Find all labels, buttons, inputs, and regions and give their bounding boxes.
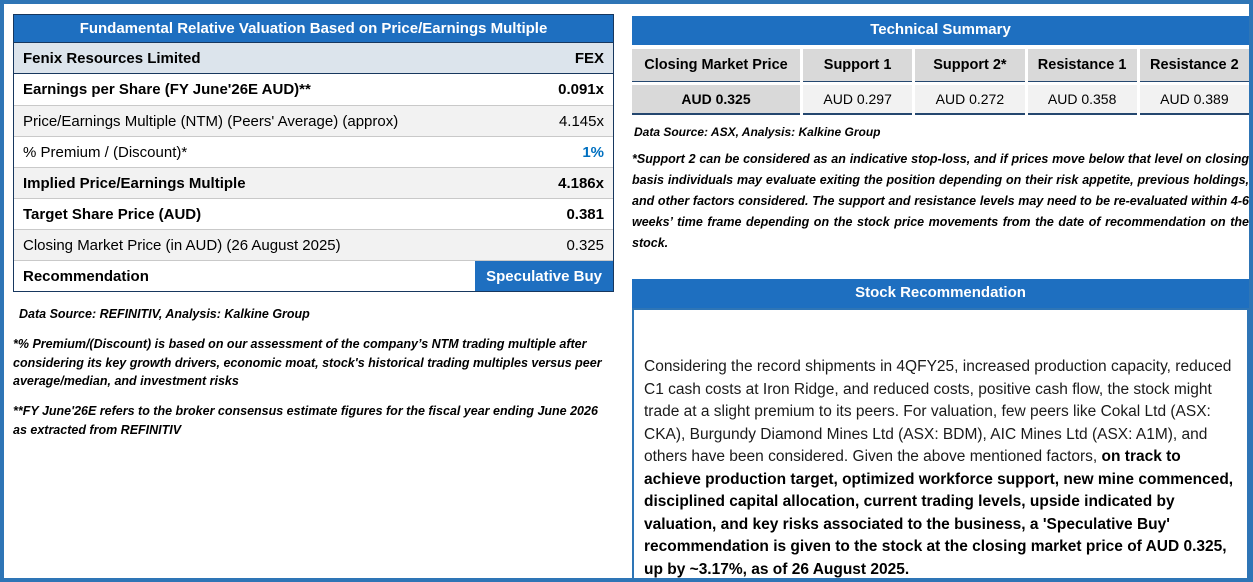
table-row-target-price: Target Share Price (AUD) 0.381 [14, 198, 613, 229]
tech-header-cell: Closing Market Price [632, 49, 800, 82]
recommendation-paragraph: Considering the record shipments in 4QFY… [644, 356, 1237, 578]
premium-discount-footnote: *% Premium/(Discount) is based on our as… [13, 336, 602, 389]
table-row-pe-multiple: Price/Earnings Multiple (NTM) (Peers' Av… [14, 105, 613, 136]
stock-recommendation-section: Stock Recommendation Considering the rec… [632, 279, 1249, 578]
data-source-note: Data Source: REFINITIV, Analysis: Kalkin… [19, 307, 310, 321]
recommendation-text-normal: Considering the record shipments in 4QFY… [644, 358, 1232, 465]
table-row-eps: Earnings per Share (FY June'26E AUD)** 0… [14, 74, 613, 105]
table-row-recommendation: Recommendation Speculative Buy [14, 260, 613, 291]
row-label: Implied Price/Earnings Multiple [23, 174, 246, 192]
valuation-footnotes: Data Source: REFINITIV, Analysis: Kalkin… [13, 305, 613, 440]
tech-value-cell: AUD 0.358 [1027, 85, 1137, 115]
tech-value-cell: AUD 0.297 [803, 85, 913, 115]
table-row-premium-discount: % Premium / (Discount)* 1% [14, 136, 613, 167]
row-value: 0.381 [566, 205, 604, 223]
valuation-title: Fundamental Relative Valuation Based on … [13, 14, 614, 43]
valuation-table: Fenix Resources Limited FEX Earnings per… [13, 43, 614, 292]
row-value: 4.145x [558, 112, 604, 130]
premium-discount-value: 1% [582, 143, 604, 161]
row-label: Target Share Price (AUD) [23, 205, 202, 223]
technical-summary-section: Technical Summary Closing Market Price S… [632, 16, 1249, 254]
support-resistance-footnote: *Support 2 can be considered as an indic… [632, 152, 1249, 250]
tech-header-cell: Resistance 1 [1027, 49, 1137, 82]
tech-value-cell: AUD 0.389 [1139, 85, 1249, 115]
tech-header-cell: Support 2* [915, 49, 1025, 82]
row-label: Earnings per Share (FY June'26E AUD)** [23, 81, 311, 98]
fy-estimate-footnote: **FY June'26E refers to the broker conse… [13, 404, 598, 437]
right-column: Technical Summary Closing Market Price S… [632, 16, 1249, 578]
row-label: Price/Earnings Multiple (NTM) (Peers' Av… [23, 112, 399, 130]
row-label: Recommendation [23, 267, 149, 285]
tech-header-cell: Resistance 2 [1139, 49, 1249, 82]
stock-recommendation-box: Considering the record shipments in 4QFY… [632, 308, 1249, 578]
row-value: 0.325 [566, 236, 604, 254]
row-label: % Premium / (Discount)* [23, 143, 188, 161]
ticker-symbol: FEX [574, 49, 604, 67]
technical-summary-title: Technical Summary [632, 16, 1249, 45]
technical-summary-table: Closing Market Price Support 1 Support 2… [632, 49, 1249, 115]
recommendation-text-bold: on track to achieve production target, o… [644, 448, 1234, 578]
table-row-company: Fenix Resources Limited FEX [14, 43, 613, 74]
row-value: 4.186x [558, 174, 604, 192]
recommendation-badge: Speculative Buy [475, 261, 613, 291]
table-row-closing-price: Closing Market Price (in AUD) (26 August… [14, 229, 613, 260]
stock-recommendation-title: Stock Recommendation [632, 279, 1249, 308]
tech-value-cell: AUD 0.325 [632, 85, 800, 115]
tech-value-cell: AUD 0.272 [915, 85, 1025, 115]
table-row-implied-pe: Implied Price/Earnings Multiple 4.186x [14, 167, 613, 198]
tech-data-source-note: Data Source: ASX, Analysis: Kalkine Grou… [634, 125, 881, 139]
valuation-section: Fundamental Relative Valuation Based on … [13, 14, 614, 451]
row-value: 0.091x [558, 81, 604, 98]
tech-header-cell: Support 1 [803, 49, 913, 82]
company-name: Fenix Resources Limited [23, 49, 201, 67]
row-label: Closing Market Price (in AUD) (26 August… [23, 236, 341, 254]
